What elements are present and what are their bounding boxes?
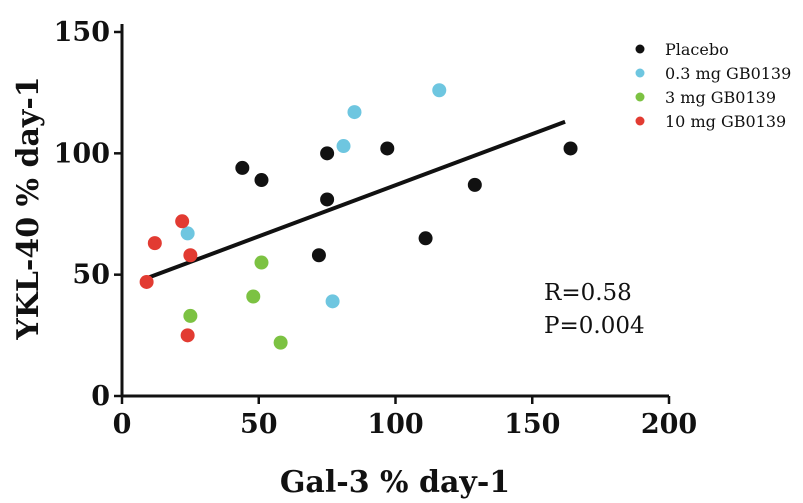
data-point bbox=[336, 139, 351, 154]
y-axis-title: YKL-40 % day-1 bbox=[11, 76, 46, 340]
x-tick-label: 150 bbox=[504, 409, 560, 440]
data-point bbox=[418, 231, 433, 246]
data-point bbox=[347, 105, 362, 120]
regression-line-group bbox=[145, 119, 566, 281]
r-value-annotation: R=0.58 bbox=[544, 280, 632, 306]
data-point bbox=[183, 248, 198, 263]
legend-label: 3 mg GB0139 bbox=[665, 88, 776, 107]
data-point bbox=[467, 177, 482, 192]
legend-marker bbox=[635, 44, 645, 54]
data-point bbox=[180, 226, 195, 241]
data-points bbox=[139, 83, 578, 350]
data-point bbox=[311, 248, 326, 263]
y-tick-label: 0 bbox=[91, 381, 110, 412]
x-tick-label: 0 bbox=[113, 409, 132, 440]
data-point bbox=[254, 255, 269, 270]
data-point bbox=[380, 141, 395, 156]
data-point bbox=[325, 294, 340, 309]
data-point bbox=[139, 274, 154, 289]
ticks: 0 50 100 150 200 0 50 100 150 bbox=[54, 17, 698, 440]
data-point bbox=[147, 236, 162, 251]
legend-label: Placebo bbox=[665, 40, 729, 59]
data-point bbox=[320, 146, 335, 161]
legend-marker bbox=[635, 68, 645, 78]
data-point bbox=[235, 160, 250, 175]
legend-label: 0.3 mg GB0139 bbox=[665, 64, 791, 83]
x-tick-label: 100 bbox=[367, 409, 423, 440]
x-tick-label: 50 bbox=[240, 409, 278, 440]
regression-line bbox=[145, 119, 566, 281]
legend: Placebo 0.3 mg GB0139 3 mg GB0139 10 mg GB0… bbox=[635, 40, 791, 131]
y-tick-label: 150 bbox=[54, 17, 110, 48]
legend-label: 10 mg GB0139 bbox=[665, 112, 786, 131]
legend-marker bbox=[635, 116, 645, 126]
data-point bbox=[273, 335, 288, 350]
data-point bbox=[254, 173, 269, 188]
axes bbox=[120, 24, 669, 398]
data-point bbox=[432, 83, 447, 98]
data-point bbox=[175, 214, 190, 229]
p-value-annotation: P=0.004 bbox=[544, 313, 645, 339]
data-point bbox=[563, 141, 578, 156]
x-axis-title: Gal-3 % day-1 bbox=[280, 465, 510, 500]
data-point bbox=[180, 328, 195, 343]
data-point bbox=[320, 192, 335, 207]
y-tick-label: 50 bbox=[72, 260, 110, 291]
x-tick-label: 200 bbox=[641, 409, 697, 440]
data-point bbox=[183, 308, 198, 323]
y-tick-label: 100 bbox=[54, 138, 110, 169]
data-point bbox=[246, 289, 261, 304]
legend-marker bbox=[635, 92, 645, 102]
